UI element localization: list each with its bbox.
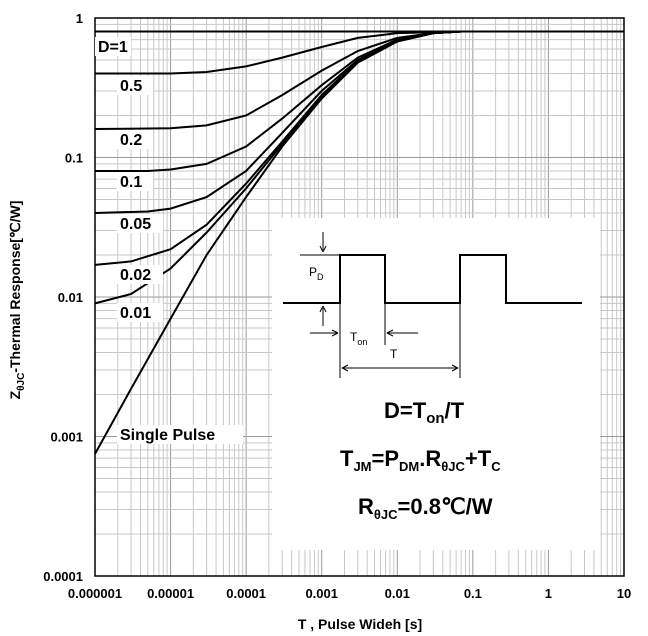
x-tick-label: 0.1: [464, 586, 482, 601]
x-tick-label: 0.0001: [226, 586, 266, 601]
curve-labels: D=1 0.5 0.2 0.1 0.05 0.02 0.01 Single Pulse: [95, 37, 243, 444]
curve-label-5: 0.02: [120, 267, 151, 284]
curve-label-0: D=1: [98, 39, 128, 56]
curve-label-1: 0.5: [120, 78, 142, 95]
x-tick-label: 10: [617, 586, 631, 601]
y-tick-label: 0.0001: [43, 569, 83, 584]
curve-label-4: 0.05: [120, 216, 151, 233]
rth-formula: RθJC=0.8℃/W: [358, 494, 493, 522]
inset-box: [272, 218, 600, 550]
y-tick-label: 1: [76, 11, 83, 26]
y-tick-labels: 1 0.1 0.01 0.001 0.0001: [43, 11, 83, 584]
pulse-diagram: [283, 254, 582, 304]
curve-label-bg: [117, 214, 163, 233]
curve-label-bg: [117, 172, 153, 191]
axes-box: [94, 17, 625, 577]
curve-label-bg: [117, 265, 163, 284]
curve-label-bg: [117, 130, 153, 149]
series-line-7: [94, 30, 624, 455]
x-tick-label: 0.01: [385, 586, 410, 601]
curve-label-bg: [117, 76, 153, 95]
curve-label-bg: [95, 37, 131, 56]
x-tick-label: 0.00001: [147, 586, 194, 601]
t-period-label: T: [390, 347, 398, 361]
curve-label-2: 0.2: [120, 132, 142, 149]
x-tick-label: 0.000001: [68, 586, 122, 601]
pulse-waveform: [283, 254, 582, 304]
curve-label-6: 0.01: [120, 305, 151, 322]
y-tick-label: 0.1: [65, 151, 83, 166]
duty-formula: D=Ton/T: [384, 398, 465, 427]
x-axis-title: T , Pulse Wideh [s]: [298, 616, 422, 632]
curve-label-bg: [117, 303, 163, 322]
plot-frame: [94, 17, 625, 577]
curve-label-bg: [117, 425, 243, 444]
curve-label-3: 0.1: [120, 174, 142, 191]
y-axis-title: ZθJC-Thermal Response[℃/W]: [7, 201, 27, 400]
y-tick-label: 0.01: [58, 290, 83, 305]
tj-formula: TJM=PDM.RθJC+TC: [340, 446, 501, 474]
x-tick-label: 1: [545, 586, 552, 601]
x-tick-labels: 0.000001 0.00001 0.0001 0.001 0.01 0.1 1 10: [68, 586, 631, 601]
x-tick-label: 0.001: [305, 586, 338, 601]
ton-label: Ton: [350, 330, 367, 347]
pulse-dimensions: [300, 232, 461, 378]
y-tick-label: 0.001: [50, 430, 83, 445]
series-group: [94, 30, 624, 455]
curve-label-7: Single Pulse: [120, 427, 215, 444]
pd-label: PD: [309, 265, 324, 282]
